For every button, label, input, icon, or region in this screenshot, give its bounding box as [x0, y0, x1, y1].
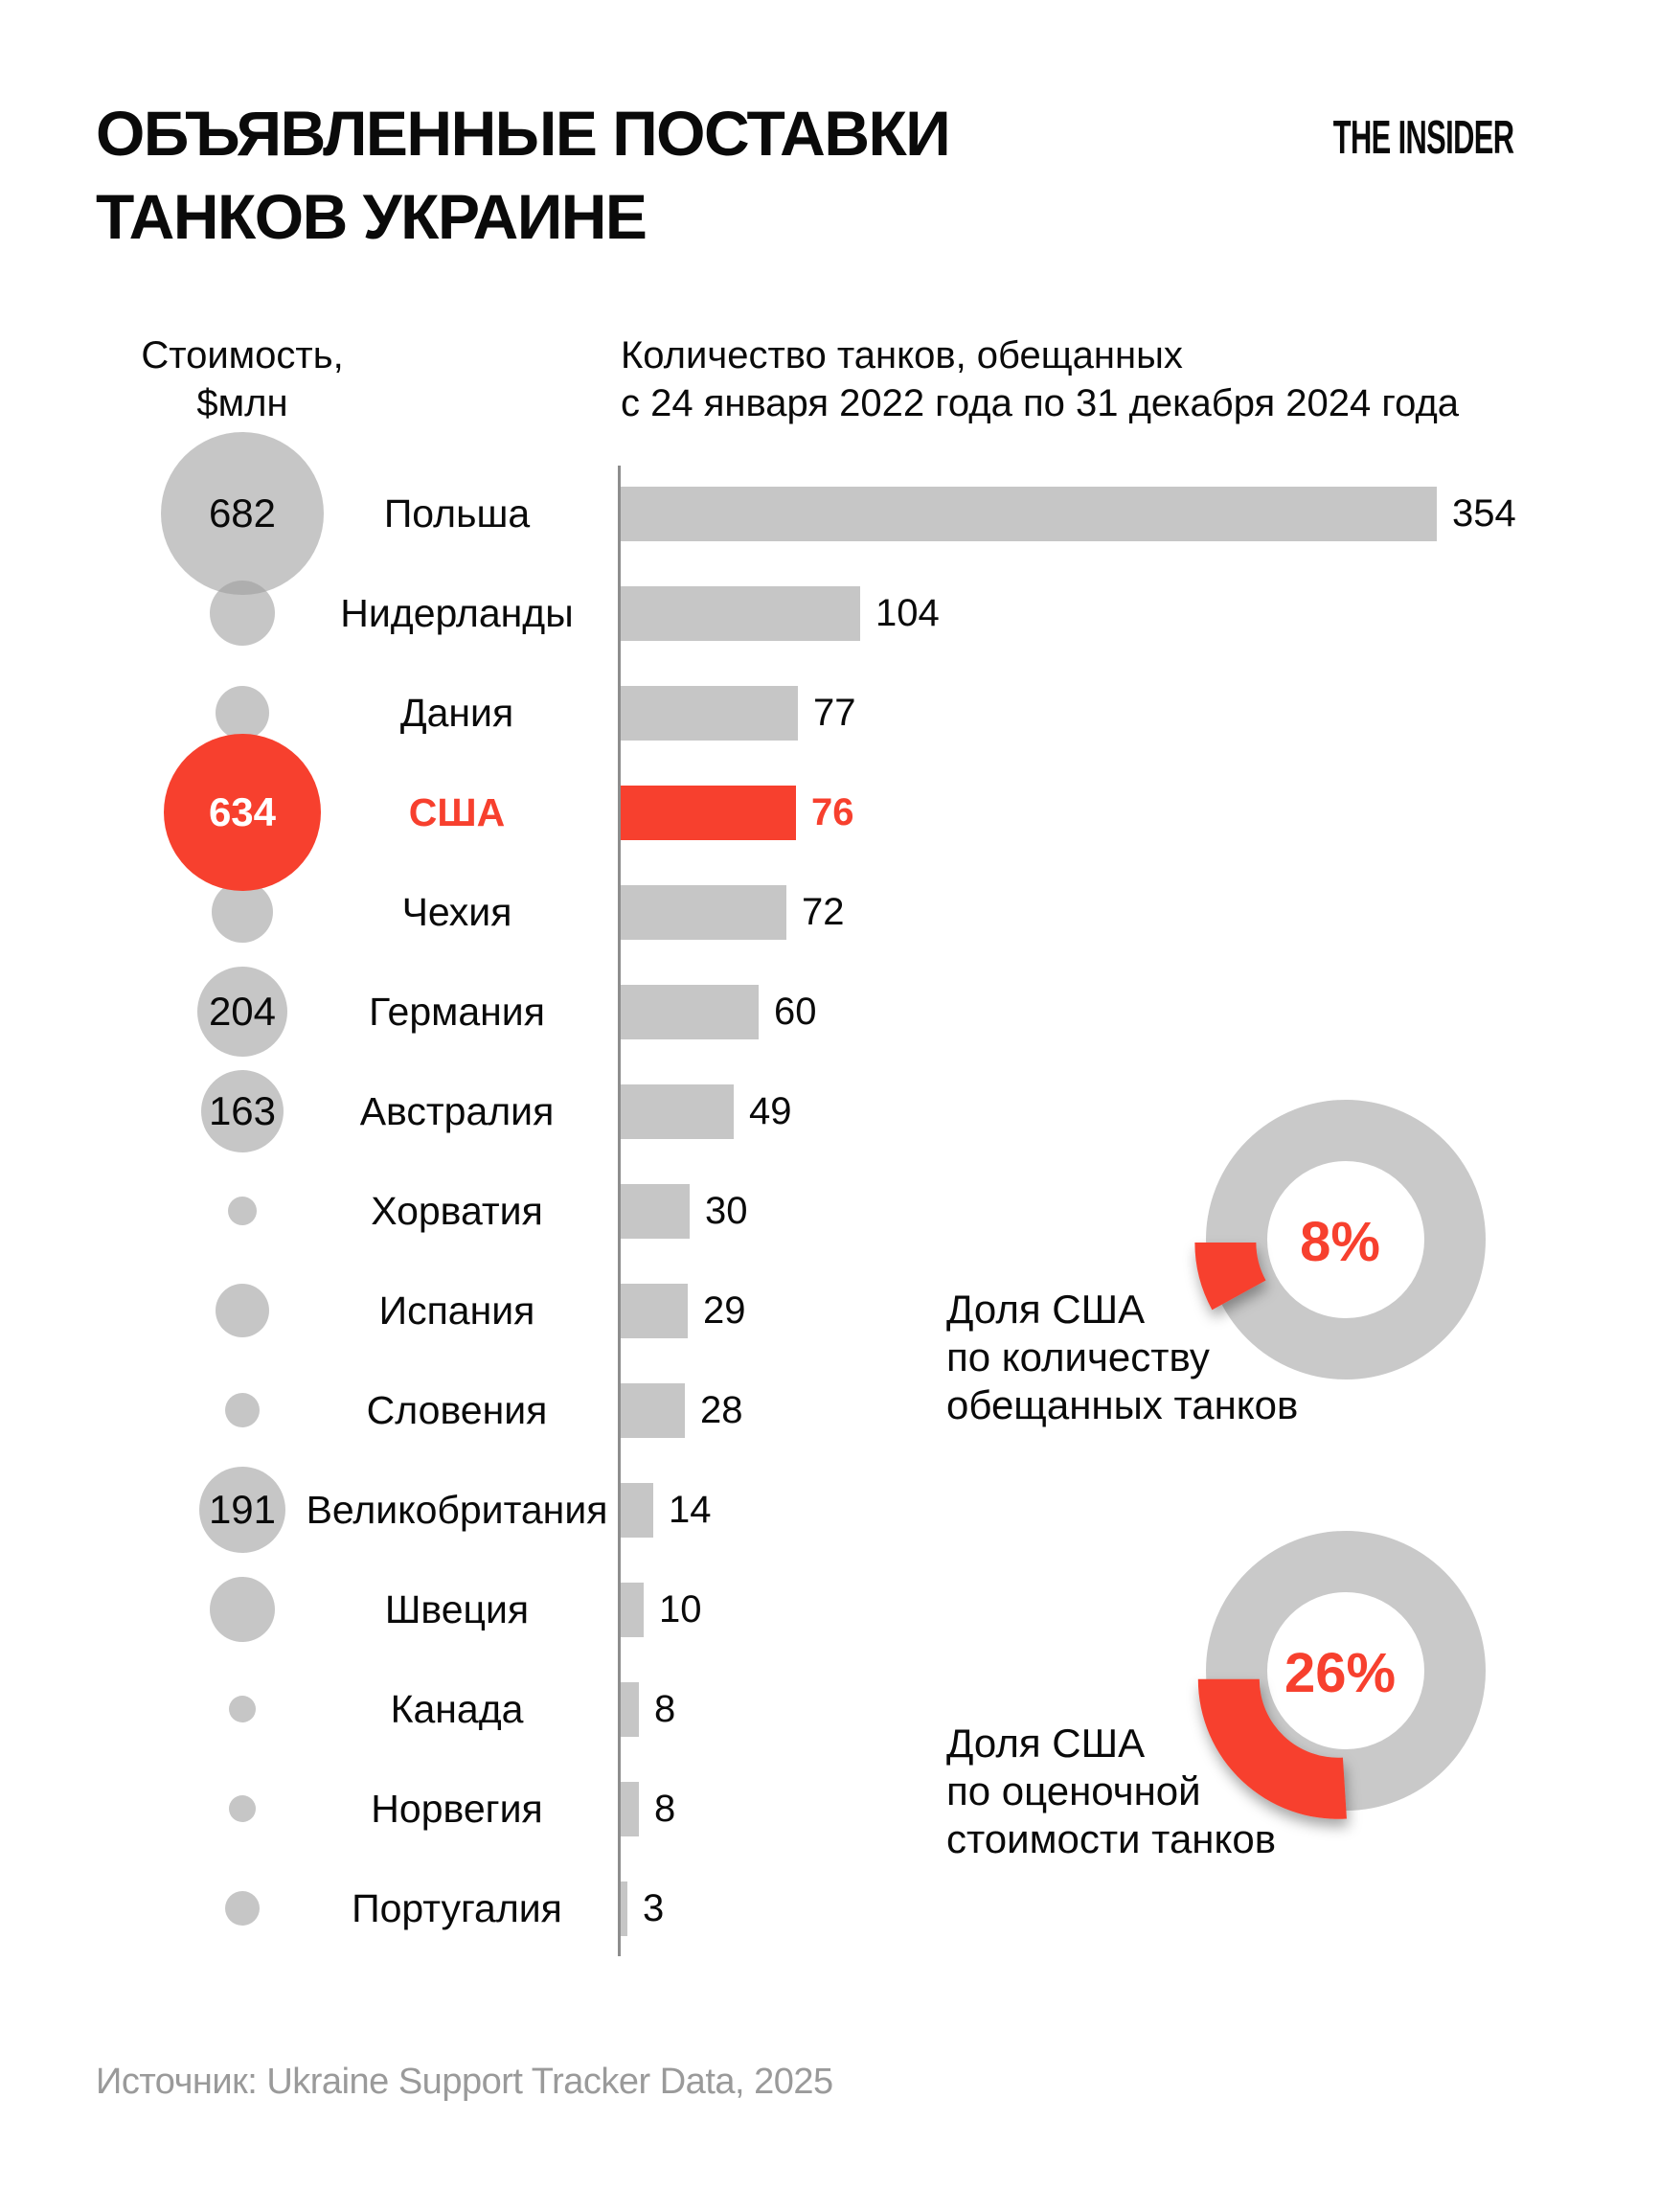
- donut-percent-label: 8%: [1300, 1211, 1380, 1273]
- tank-count-label: 104: [875, 592, 940, 634]
- country-label: Португалия: [352, 1886, 562, 1930]
- count-column-header: Количество танков, обещанных с 24 января…: [621, 331, 1459, 427]
- tank-bar: [621, 1084, 734, 1139]
- tank-bar: [621, 1782, 639, 1836]
- tank-bar: [621, 1184, 690, 1239]
- donut-caption-line: стоимости танков: [946, 1816, 1277, 1861]
- cost-bubble: [228, 1197, 257, 1225]
- cost-bubble: [225, 1891, 260, 1926]
- tank-bar: [621, 686, 798, 741]
- cost-bubble: [212, 881, 273, 943]
- cost-bubble: [210, 581, 275, 646]
- insider-logo: THE INSIDER: [1332, 112, 1513, 164]
- tank-bar: [621, 487, 1437, 541]
- donut-caption-line: по количеству: [946, 1334, 1210, 1380]
- cost-bubble: [216, 1284, 269, 1337]
- country-label: Дания: [399, 691, 514, 735]
- source: Источник: Ukraine Support Tracker Data, …: [96, 2062, 833, 2102]
- tank-count-label: 49: [749, 1090, 792, 1132]
- country-label: Чехия: [401, 890, 512, 934]
- donut-chart: 26%: [1197, 1531, 1486, 1819]
- country-label: Словения: [366, 1388, 548, 1432]
- donut-ring: [1206, 1100, 1486, 1380]
- donut-chart: 8%: [1194, 1100, 1486, 1380]
- tank-count-label: 77: [813, 692, 856, 734]
- country-label: Польша: [383, 491, 531, 536]
- donut-caption-line: Доля США: [946, 1287, 1146, 1332]
- tank-bar: [621, 1881, 627, 1936]
- cost-header-line1: Стоимость,: [141, 334, 344, 376]
- country-label: Канада: [390, 1687, 524, 1731]
- cost-bubble: 682: [161, 432, 324, 595]
- tank-bar: [621, 1284, 688, 1338]
- tank-count-label: 76: [811, 791, 854, 833]
- count-header-line1: Количество танков, обещанных: [621, 334, 1183, 376]
- tank-bar: [621, 1383, 685, 1438]
- page-title-line1: ОБЪЯВЛЕННЫЕ ПОСТАВКИ: [96, 98, 951, 169]
- tank-count-label: 8: [654, 1688, 676, 1730]
- tank-bar: [621, 1483, 653, 1538]
- donut-caption: Доля США по количеству обещанных танков: [946, 1286, 1298, 1429]
- country-label: США: [408, 790, 506, 834]
- donut-us-share-wedge: [1194, 1242, 1266, 1311]
- tank-bar: [621, 885, 786, 940]
- cost-bubble: 163: [201, 1070, 284, 1152]
- tank-count-label: 60: [774, 991, 817, 1033]
- cost-bubble: 634: [164, 734, 321, 891]
- tank-bar: [621, 1682, 639, 1737]
- cost-column-header: Стоимость, $млн: [99, 331, 386, 427]
- cost-bubble: [229, 1795, 256, 1822]
- tank-count-label: 10: [659, 1588, 702, 1630]
- tank-count-label: 3: [643, 1887, 665, 1929]
- country-label: Германия: [369, 990, 545, 1034]
- donut-percent-label: 26%: [1284, 1642, 1396, 1704]
- donut-caption-line: обещанных танков: [946, 1382, 1299, 1427]
- cost-bubble: [229, 1696, 256, 1722]
- tank-bar: [621, 985, 759, 1039]
- tank-count-label: 8: [654, 1788, 676, 1830]
- tank-count-label: 28: [700, 1389, 743, 1431]
- cost-bubble: [225, 1393, 260, 1427]
- tank-count-label: 29: [703, 1289, 746, 1332]
- page-title-line2: ТАНКОВ УКРАИНЕ: [96, 181, 648, 252]
- donut-caption: Доля США по оценочной стоимости танков: [946, 1720, 1276, 1863]
- country-label: Швеция: [384, 1587, 530, 1631]
- country-label: Норвегия: [371, 1787, 543, 1831]
- page-title: ОБЪЯВЛЕННЫЕ ПОСТАВКИ ТАНКОВ УКРАИНЕ: [96, 92, 951, 259]
- country-label: Австралия: [359, 1089, 555, 1133]
- donut-caption-line: Доля США: [946, 1721, 1146, 1766]
- tank-count-label: 354: [1452, 492, 1516, 535]
- count-header-line2: с 24 января 2022 года по 31 декабря 2024…: [621, 382, 1460, 424]
- tank-count-label: 72: [802, 891, 845, 933]
- country-label: Великобритания: [306, 1488, 608, 1532]
- tank-bar: [621, 586, 860, 641]
- country-label: Испания: [378, 1288, 535, 1333]
- axis-line: [618, 466, 621, 1956]
- cost-bubble: [210, 1577, 275, 1642]
- donut-us-share-wedge: [1197, 1678, 1347, 1819]
- donut-caption-line: по оценочной: [946, 1768, 1201, 1813]
- tank-count-label: 30: [705, 1190, 748, 1232]
- cost-bubble: 204: [197, 967, 287, 1057]
- donut-ring: [1206, 1531, 1486, 1811]
- tank-count-label: 14: [669, 1489, 712, 1531]
- country-label: Хорватия: [371, 1189, 543, 1233]
- cost-bubble: 191: [199, 1467, 285, 1553]
- cost-header-line2: $млн: [196, 382, 288, 424]
- tank-bar: [621, 1583, 644, 1637]
- country-label: Нидерланды: [340, 591, 574, 635]
- tank-bar: [621, 786, 796, 840]
- cost-bubble: [216, 686, 269, 740]
